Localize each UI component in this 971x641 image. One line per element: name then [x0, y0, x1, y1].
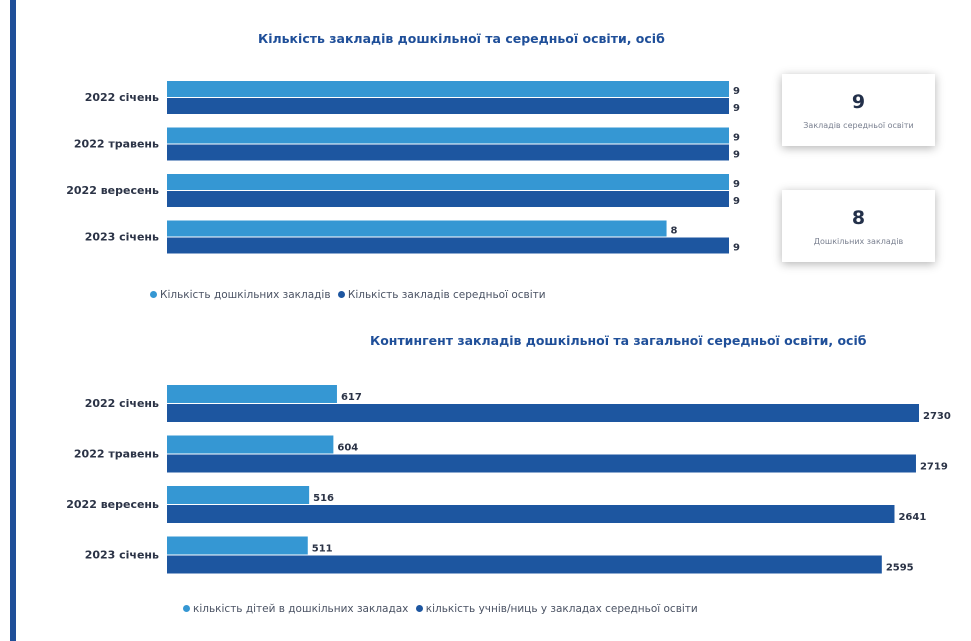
category-label: 2022 вересень — [66, 498, 159, 511]
bar-series1 — [167, 174, 729, 190]
data-label: 2595 — [886, 563, 914, 574]
bar-series2 — [167, 237, 729, 254]
data-label: 8 — [671, 226, 678, 237]
data-label: 617 — [341, 392, 362, 403]
chart1-title: Кількість закладів дошкільної та середнь… — [258, 31, 665, 46]
data-label: 9 — [733, 86, 740, 97]
kpi-label: Закладів середньої освіти — [803, 121, 914, 130]
data-label: 2730 — [923, 411, 951, 422]
legend-item-secondary-pupils: кількість учнів/ниць у закладах середньо… — [415, 603, 698, 615]
bar-series2 — [167, 505, 895, 523]
left-accent-bar — [10, 0, 16, 641]
category-label: 2022 січень — [85, 91, 159, 104]
data-label: 2719 — [920, 462, 948, 473]
bar-series2 — [167, 404, 919, 422]
bar-series2 — [167, 454, 916, 473]
legend-dot-dark — [337, 291, 345, 298]
data-label: 9 — [733, 103, 740, 114]
category-label: 2022 вересень — [66, 184, 159, 197]
kpi-value: 8 — [851, 207, 866, 229]
legend-label: кількість учнів/ниць у закладах середньо… — [425, 603, 698, 615]
category-label: 2022 січень — [85, 397, 159, 410]
bar-series2 — [167, 191, 729, 207]
legend-label: Кількість дошкільних закладів — [160, 289, 331, 301]
bar-series1 — [167, 385, 337, 403]
kpi-card-preschools: 8 Дошкільних закладів — [782, 190, 935, 262]
legend-item-secondary-count: Кількість закладів середньої освіти — [337, 289, 546, 301]
category-label: 2023 січень — [85, 549, 159, 562]
category-label: 2023 січень — [85, 231, 159, 244]
legend-dot-light — [183, 605, 190, 612]
legend-dot-light — [150, 291, 157, 298]
kpi-label: Дошкільних закладів — [813, 237, 904, 246]
data-label: 516 — [313, 493, 334, 504]
data-label: 604 — [337, 443, 358, 454]
data-label: 9 — [733, 133, 740, 144]
category-label: 2022 травень — [74, 448, 159, 461]
legend-label: кількість дітей в дошкільних закладах — [193, 603, 409, 615]
data-label: 9 — [733, 179, 740, 190]
chart2-legend: кількість дітей в дошкільних закладах кі… — [183, 603, 702, 615]
bar-series1 — [167, 220, 667, 237]
kpi-card-secondary-schools: 9 Закладів середньої освіти — [782, 74, 935, 146]
legend-label: Кількість закладів середньої освіти — [347, 289, 546, 301]
bar-series1 — [167, 536, 308, 555]
bar-series1 — [167, 435, 334, 454]
data-label: 9 — [733, 196, 740, 207]
data-label: 9 — [733, 243, 740, 254]
bar-series2 — [167, 98, 729, 114]
chart2-title: Контингент закладів дошкільної та загаль… — [370, 333, 867, 348]
data-label: 511 — [312, 544, 333, 555]
data-label: 9 — [733, 150, 740, 161]
bar-series1 — [167, 127, 729, 144]
bar-series1 — [167, 81, 729, 97]
kpi-value: 9 — [851, 91, 866, 113]
data-label: 2641 — [898, 512, 926, 523]
bar-series2 — [167, 555, 882, 574]
legend-item-preschool-count: Кількість дошкільних закладів — [150, 289, 331, 301]
legend-item-preschool-children: кількість дітей в дошкільних закладах — [183, 603, 408, 615]
category-label: 2022 травень — [74, 138, 159, 151]
bar-series1 — [167, 486, 310, 504]
legend-dot-dark — [415, 605, 423, 612]
chart1-legend: Кількість дошкільних закладів Кількість … — [150, 289, 550, 301]
bar-series2 — [167, 144, 729, 161]
